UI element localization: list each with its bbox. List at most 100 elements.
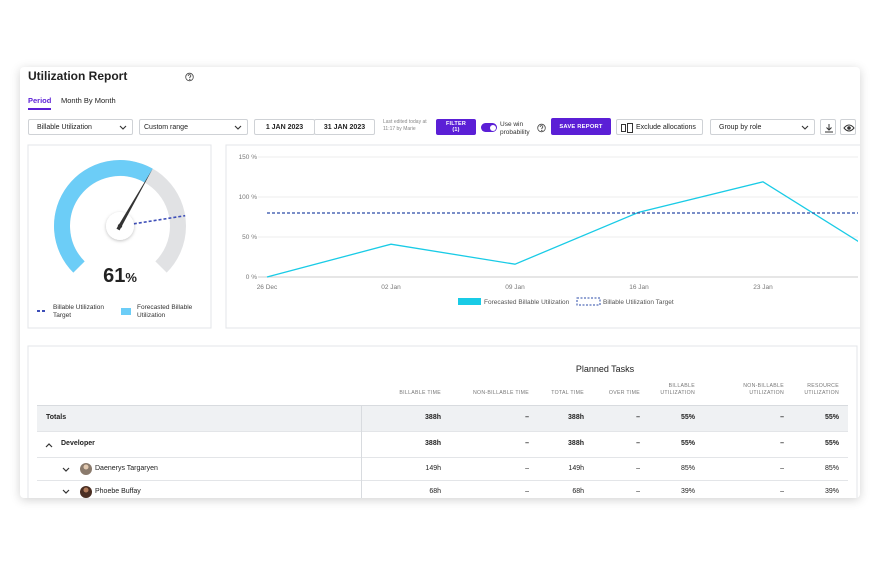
column-header-text: NON-BILLABLE TIME [472, 389, 529, 396]
series-line [266, 181, 858, 278]
row-label: Totals [46, 414, 67, 421]
cell: 55% [680, 414, 695, 421]
cell: 39% [680, 488, 695, 495]
cell: 85% [680, 465, 695, 472]
legend-label: Forecasted Billable Utilization [484, 299, 570, 306]
report-card: 61% 0 % 50 % 100 % 150 % 26 Dec 02 Jan 09 Jan 16… [20, 67, 860, 498]
cell: – [636, 440, 640, 447]
column-header: BILLABLE TIME [381, 380, 441, 396]
cell: – [525, 414, 529, 421]
avatar-face [83, 487, 89, 493]
chevron [234, 125, 242, 130]
legend-swatch [121, 308, 131, 315]
legend-label: Billable Utilization Target [53, 304, 104, 320]
cell: 388h [568, 440, 584, 447]
cell: – [780, 465, 784, 472]
legend-swatch [576, 297, 601, 306]
table-title: Planned Tasks [575, 364, 635, 374]
cell: 388h [425, 414, 441, 421]
cell: 388h [568, 414, 584, 421]
date-label: 1 JAN 2023 [265, 123, 304, 131]
charts: 61% 0 % 50 % 100 % 150 % 26 Dec 02 Jan 09 Jan 16… [27, 72, 860, 498]
cell: – [636, 414, 640, 421]
expand-icon[interactable] [62, 467, 70, 472]
cell: 85% [824, 465, 839, 472]
page-title: Utilization Report [28, 69, 128, 83]
y-tick-label: 100 % [239, 194, 258, 201]
expand-icon[interactable] [62, 489, 70, 494]
help-icon[interactable] [185, 72, 194, 82]
cell: – [780, 440, 784, 447]
column-header-text: BILLABLE UTILIZATION [660, 383, 695, 396]
save-button[interactable]: SAVE REPORT [551, 118, 611, 135]
cell: – [525, 488, 529, 495]
help-icon[interactable] [537, 123, 546, 133]
exclude-icon [621, 123, 633, 133]
chevron [801, 125, 809, 130]
report-content: 61% 0 % 50 % 100 % 150 % 26 Dec 02 Jan 09 Jan 16… [20, 67, 860, 498]
exclude-label: Exclude allocations [636, 123, 696, 131]
chevron [119, 125, 127, 130]
gauge-value: 61 [103, 265, 125, 287]
column-header-text: TOTAL TIME [551, 389, 584, 396]
x-tick-label: 23 Jan [753, 284, 773, 291]
plot [266, 181, 858, 278]
cell: – [525, 440, 529, 447]
collapse-icon[interactable] [45, 443, 53, 448]
column-header: RESOURCE UTILIZATION [794, 380, 839, 396]
metric-select[interactable]: Billable Utilization [28, 119, 133, 135]
tab[interactable]: Period [28, 96, 52, 110]
cell: – [780, 488, 784, 495]
cell: 388h [425, 440, 441, 447]
x-tick-label: 09 Jan [505, 284, 525, 291]
row-label: Phoebe Buffay [95, 488, 141, 495]
date-label: 31 JAN 2023 [323, 123, 366, 131]
filter-button[interactable]: FILTER (1) [436, 119, 476, 135]
gauge-value-label: 61% [103, 265, 137, 287]
x-tick-label: 16 Jan [629, 284, 649, 291]
legend-label: Forecasted Billable Utilization [137, 304, 193, 320]
cell: 55% [824, 440, 839, 447]
range-select[interactable]: Custom range [139, 119, 248, 135]
filter-label: FILTER [445, 121, 467, 127]
group-select[interactable]: Group by role [710, 119, 815, 135]
row-label: Daenerys Targaryen [95, 465, 158, 472]
cell: 149h [425, 465, 441, 472]
gauge-needle [116, 168, 153, 231]
column-header: NON-BILLABLE TIME [454, 380, 529, 396]
exclude-button[interactable]: Exclude allocations [616, 119, 703, 135]
toggle-knob [489, 124, 496, 131]
save-label: SAVE REPORT [559, 123, 603, 130]
cell: 55% [680, 440, 695, 447]
line-panel [225, 144, 860, 329]
start-date[interactable]: 1 JAN 2023 [254, 119, 315, 135]
tab[interactable]: Month By Month [61, 96, 116, 105]
end-date[interactable]: 31 JAN 2023 [314, 119, 375, 135]
x-tick-label: 26 Dec [257, 284, 278, 291]
download-button[interactable] [820, 119, 836, 135]
cell: – [636, 465, 640, 472]
legend-label: Billable Utilization Target [603, 299, 674, 306]
row-label: Developer [61, 440, 95, 447]
cell: – [525, 465, 529, 472]
column-header: OVER TIME [590, 380, 640, 396]
cell: – [780, 414, 784, 421]
column-header: TOTAL TIME [534, 380, 584, 396]
cell: 68h [572, 488, 584, 495]
gauge-value-arc [54, 160, 153, 273]
x-tick-label: 02 Jan [381, 284, 401, 291]
y-tick-label: 150 % [239, 154, 258, 161]
eye-icon [843, 124, 855, 132]
win-probability-label: Use win probability [500, 121, 530, 136]
select-label: Custom range [144, 123, 188, 131]
download-icon [825, 124, 833, 133]
select-label: Billable Utilization [37, 123, 92, 131]
toggle[interactable] [481, 123, 497, 132]
column-header-text: RESOURCE UTILIZATION [804, 383, 839, 396]
column-header: NON-BILLABLE UTILIZATION [724, 380, 784, 396]
column-header-text: NON-BILLABLE UTILIZATION [743, 383, 784, 396]
edited-note: Last edited today at 11:17 by Marie [383, 119, 427, 132]
cell: 39% [824, 488, 839, 495]
view-button[interactable] [840, 119, 856, 135]
